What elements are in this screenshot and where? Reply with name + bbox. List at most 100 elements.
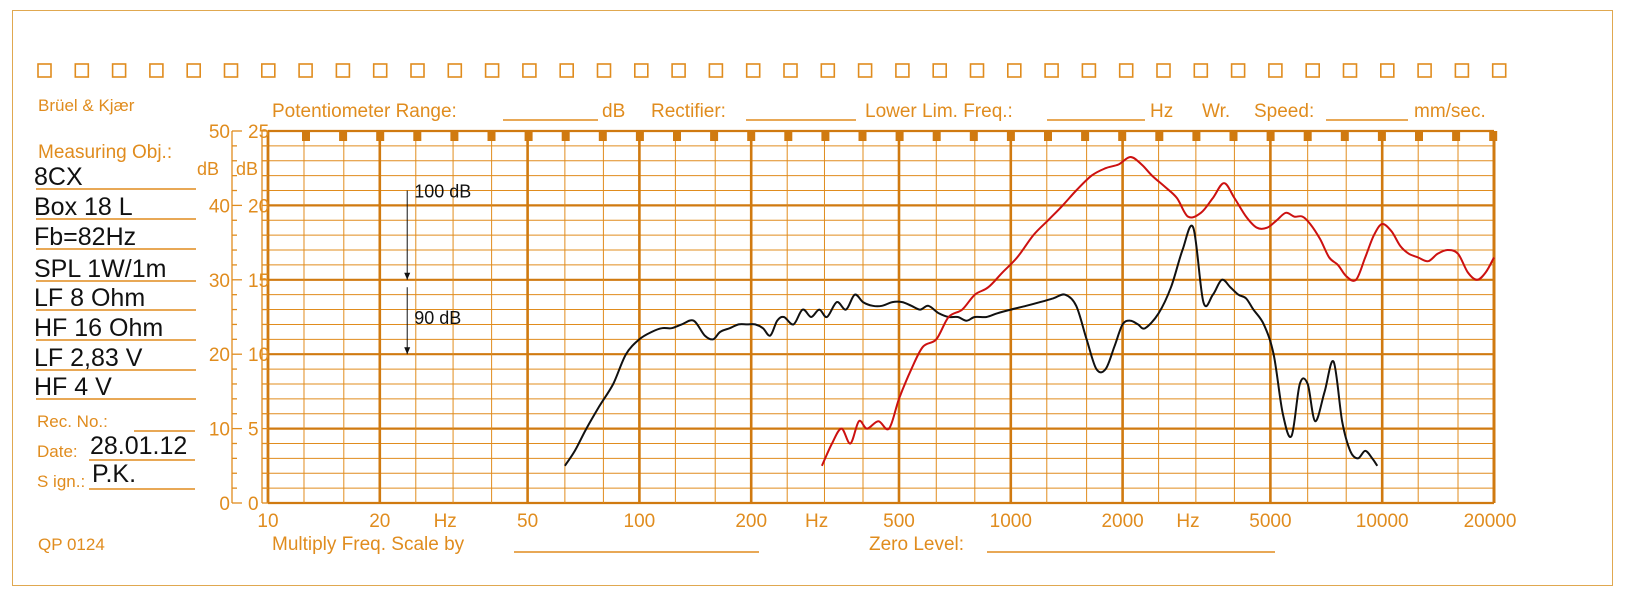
x-tick-label: 100 <box>624 511 656 532</box>
measuring-obj-line: SPL 1W/1m <box>34 255 166 283</box>
measuring-obj-line: 8CX <box>34 163 83 191</box>
x-tick-label: Hz <box>434 511 457 532</box>
sprocket-hole <box>522 63 537 78</box>
annotation-label: 90 dB <box>414 308 461 328</box>
chart-top-marker <box>598 131 607 141</box>
x-tick-label: 10 <box>257 511 278 532</box>
chart-top-marker <box>1377 131 1386 141</box>
series-line-lf-response <box>564 224 1379 467</box>
chart-top-marker <box>710 131 719 141</box>
rectifier-label: Rectifier: <box>651 101 726 122</box>
y-right-unit: dB <box>236 159 258 179</box>
y-right-tick-label: 0 <box>248 494 259 515</box>
sprocket-hole <box>1193 63 1209 78</box>
multiply-freq-label: Multiply Freq. Scale by <box>272 534 465 555</box>
sprocket-hole <box>969 63 985 78</box>
sprocket-hole <box>260 63 276 78</box>
y-left-tick-label: 50 <box>209 122 230 143</box>
sprocket-hole <box>783 63 798 78</box>
chart-top-marker <box>487 131 496 141</box>
y-right-tick-label: 15 <box>248 271 269 292</box>
sprocket-hole <box>1380 63 1395 78</box>
chart-top-marker <box>376 131 385 141</box>
x-tick-label: 1000 <box>990 511 1032 532</box>
x-tick-label: Hz <box>1176 511 1199 532</box>
y-left-tick-label: 0 <box>219 494 230 515</box>
x-tick-label: 10000 <box>1356 511 1409 532</box>
sprocket-hole <box>1006 63 1022 78</box>
potentiometer-label: Potentiometer Range: <box>272 101 457 122</box>
measuring-obj-line: Fb=82Hz <box>34 223 136 251</box>
y-right-tick-label: 20 <box>248 196 269 217</box>
sign-label: S ign.: <box>37 472 85 491</box>
sprocket-hole <box>372 63 388 78</box>
sprocket-hole <box>820 63 836 78</box>
y-right-tick-label: 10 <box>248 345 269 366</box>
form-code: QP 0124 <box>38 535 105 554</box>
chart-top-marker <box>969 131 978 141</box>
y-right-tick-label: 5 <box>248 420 259 441</box>
sprocket-hole <box>37 63 52 78</box>
chart-top-marker <box>784 131 793 141</box>
x-tick-label: 5000 <box>1249 511 1291 532</box>
chart-top-marker <box>1452 131 1461 141</box>
chart-top-marker <box>635 131 644 141</box>
x-tick-label: 2000 <box>1101 511 1143 532</box>
sprocket-hole <box>1081 63 1097 78</box>
chart-top-marker <box>339 131 348 141</box>
x-tick-label: 200 <box>735 511 767 532</box>
x-tick-label: Hz <box>805 511 828 532</box>
chart-top-marker <box>673 131 681 141</box>
chart-top-marker <box>895 131 904 141</box>
zero-level-label: Zero Level: <box>869 534 964 555</box>
series-line-hf-response <box>820 156 1495 467</box>
wr-label: Wr. <box>1202 101 1230 122</box>
chart-top-marker <box>821 131 830 141</box>
chart-top-marker <box>1155 131 1164 141</box>
sprocket-hole <box>1342 63 1358 78</box>
sprocket-hole <box>1454 63 1470 78</box>
chart-top-marker <box>747 131 756 141</box>
sign-value: P.K. <box>92 460 136 488</box>
chart-top-marker <box>1303 131 1312 141</box>
x-tick-label: 20000 <box>1464 511 1517 532</box>
chart-top-marker <box>932 131 941 141</box>
sprocket-hole <box>335 63 351 78</box>
speed-unit: mm/sec. <box>1414 101 1486 122</box>
rec-no-label: Rec. No.: <box>37 412 108 431</box>
chart-top-marker <box>1266 131 1275 141</box>
y-left-unit: dB <box>197 159 219 179</box>
sprocket-holes <box>37 63 1507 78</box>
sprocket-hole <box>1118 63 1134 78</box>
lower-lim-label: Lower Lim. Freq.: <box>865 101 1013 122</box>
chart-grid <box>266 129 1498 505</box>
date-value: 28.01.12 <box>90 432 187 460</box>
chart-top-marker <box>858 131 867 141</box>
x-tick-label: 50 <box>517 511 538 532</box>
sprocket-hole <box>708 63 724 78</box>
sprocket-hole <box>1044 63 1059 78</box>
lower-lim-unit: Hz <box>1150 101 1173 122</box>
measuring-obj-label: Measuring Obj.: <box>38 142 172 163</box>
chart-top-marker <box>413 131 422 141</box>
x-tick-label: 500 <box>883 511 915 532</box>
chart-top-marker <box>561 131 570 141</box>
y-right-tick-label: 25 <box>248 122 269 143</box>
sprocket-hole <box>223 63 239 78</box>
sprocket-hole <box>410 63 425 78</box>
sprocket-hole <box>895 63 910 78</box>
measuring-obj-line: Box 18 L <box>34 193 133 221</box>
brand-logo: Brüel & Kjær <box>38 96 135 115</box>
y-left-tick-label: 20 <box>209 345 230 366</box>
sprocket-hole <box>671 63 686 78</box>
chart-annotations: 100 dB 90 dB <box>404 182 471 355</box>
chart-top-marker <box>302 131 310 141</box>
sprocket-hole <box>447 63 463 78</box>
speed-label: Speed: <box>1254 101 1314 122</box>
x-tick-label: 20 <box>369 511 390 532</box>
sprocket-hole <box>111 63 127 78</box>
sprocket-hole <box>149 63 164 78</box>
